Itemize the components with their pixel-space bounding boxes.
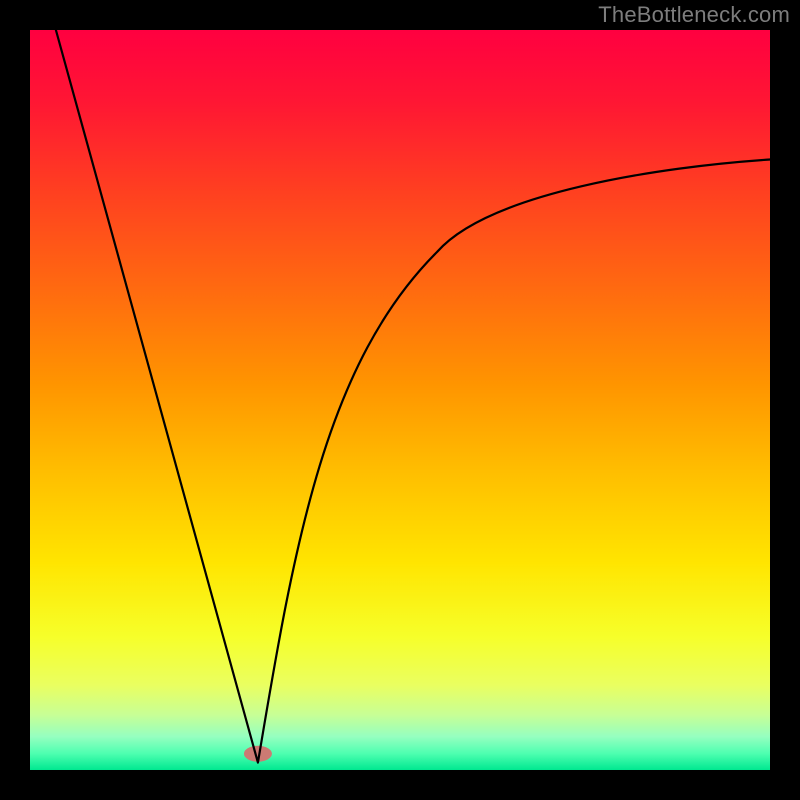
plot-area — [30, 30, 770, 770]
bottleneck-chart — [0, 0, 800, 800]
watermark-text: TheBottleneck.com — [598, 2, 790, 28]
chart-container: TheBottleneck.com — [0, 0, 800, 800]
